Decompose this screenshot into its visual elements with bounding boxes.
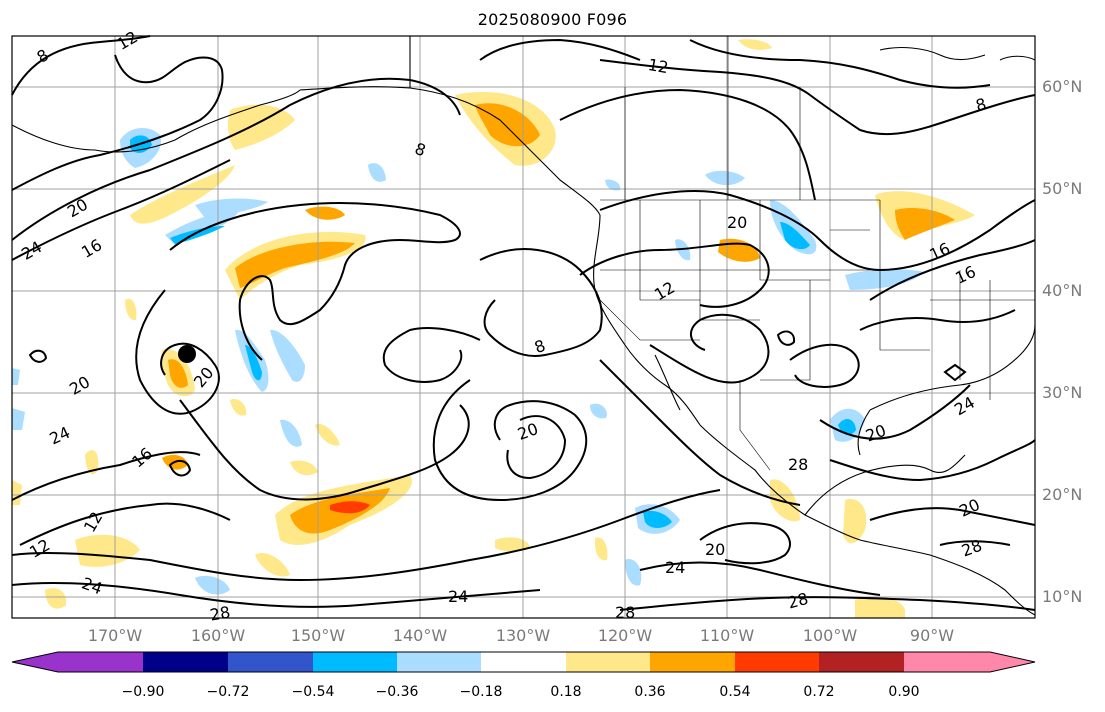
state-borders [599,36,1035,471]
colorbar-tick-label: −0.36 [375,684,419,700]
map-frame [11,35,1036,619]
coastlines [11,36,1036,616]
contour-label: 28 [959,536,985,561]
lat-label: 60°N [1042,77,1083,96]
colorbar-segment [481,652,566,672]
contour-label: 20 [64,195,91,222]
colorbar-segment [313,652,397,672]
contour-label: 12 [647,55,670,77]
colorbar-segment [650,652,735,672]
colorbar-tick-label: 0.54 [719,684,751,700]
colorbar-segment [397,652,481,672]
contour-label: 8 [974,94,989,115]
graticule [12,36,1035,618]
contour-label: 8 [532,336,548,357]
lat-label: 50°N [1042,179,1083,198]
contour-label: 20 [515,419,541,444]
contour-label: 20 [956,495,982,521]
contour-label: 24 [18,237,45,264]
contour-label: 8 [412,139,428,160]
colorbar-segment [904,652,990,672]
map-title: 2025080900 F096 [477,10,628,29]
height-contours [11,35,1036,611]
contour-label: 20 [705,540,725,559]
lat-label: 10°N [1042,587,1083,606]
colorbar-segment [819,652,904,672]
lon-label: 170°W [87,626,143,645]
location-marker [178,345,196,363]
colorbar-outline [11,651,1036,673]
colorbar-tick-label: 0.18 [550,684,582,700]
colorbar-extend-high [990,652,1035,672]
lon-label: 100°W [802,626,858,645]
contour-label: 20 [863,421,889,446]
lat-label: 40°N [1042,281,1083,300]
lon-label: 160°W [190,626,246,645]
lat-label: 30°N [1042,383,1083,402]
colorbar-tick-label: −0.72 [206,684,250,700]
shading-layer [12,39,975,618]
contour-label: 12 [114,27,141,54]
colorbar-segment [566,652,650,672]
contour-label: 28 [788,455,808,474]
colorbar [11,651,1036,673]
colorbar-tick-label: 0.90 [888,684,920,700]
lon-label: 110°W [699,626,755,645]
contour-label: 16 [128,444,156,472]
colorbar-segment [58,652,143,672]
lon-label: 150°W [290,626,346,645]
contour-label: 20 [727,213,747,232]
contour-label: 24 [665,558,685,577]
colorbar-segment [143,652,228,672]
contour-label: 28 [615,603,635,622]
lon-label: 120°W [597,626,653,645]
colorbar-segment [735,652,819,672]
colorbar-tick-label: −0.18 [459,684,503,700]
lat-label: 20°N [1042,485,1083,504]
lon-label: 130°W [495,626,551,645]
lon-label: 140°W [392,626,448,645]
contour-label: 20 [66,372,93,399]
lon-label: 90°W [909,626,955,645]
contour-label: 24 [79,574,105,599]
contour-label: 16 [78,235,105,262]
contour-label: 28 [786,589,811,613]
colorbar-extend-low [12,652,58,672]
contour-label: 16 [952,262,978,288]
contour-label: 24 [47,423,73,449]
colorbar-segment [228,652,313,672]
contour-label: 24 [951,393,978,420]
colorbar-tick-label: −0.54 [291,684,335,700]
colorbar-tick-label: 0.36 [634,684,666,700]
contour-label: 24 [448,587,468,606]
contour-label: 28 [208,602,231,624]
colorbar-tick-label: −0.90 [121,684,165,700]
colorbar-tick-label: 0.72 [803,684,835,700]
